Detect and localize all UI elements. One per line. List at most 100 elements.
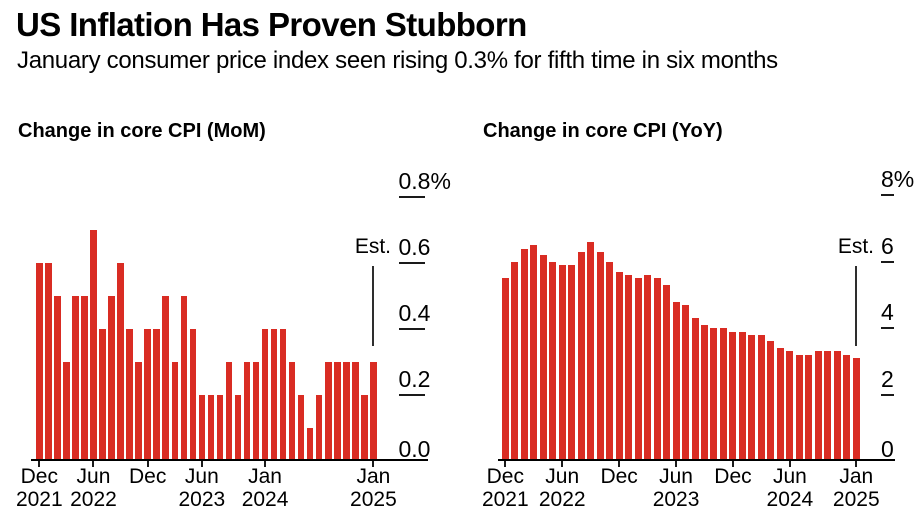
bar-nov-2024 xyxy=(352,362,359,461)
bar-jun-2022 xyxy=(558,265,566,461)
bar-jan-2025 xyxy=(370,362,377,461)
bar-apr-2024 xyxy=(288,362,296,461)
bar-dec-2023 xyxy=(729,331,737,461)
y-tick xyxy=(398,328,425,330)
page-title: US Inflation Has Proven Stubborn xyxy=(16,6,527,43)
y-tick-label: 0.8% xyxy=(398,168,451,194)
bar-feb-2022 xyxy=(520,248,528,461)
x-tick xyxy=(372,461,375,467)
bar-sep-2023 xyxy=(225,362,233,461)
bar-dec-2022 xyxy=(144,329,151,461)
bar-may-2022 xyxy=(81,296,88,461)
bar-jun-2024 xyxy=(786,351,794,461)
bar-oct-2024 xyxy=(824,351,832,461)
y-tick-label: 4 xyxy=(881,299,894,326)
x-tick xyxy=(38,461,41,467)
chart-title-mom: Change in core CPI (MoM) xyxy=(18,120,266,142)
bar-may-2023 xyxy=(663,285,671,461)
bar-nov-2023 xyxy=(243,362,251,461)
bar-jan-2022 xyxy=(45,263,52,461)
x-tick xyxy=(504,461,507,467)
bar-aug-2023 xyxy=(691,318,699,461)
x-tick xyxy=(146,461,149,467)
y-tick xyxy=(881,327,894,330)
bar-jul-2024 xyxy=(315,395,323,461)
y-tick-label: 0.6 xyxy=(398,234,431,260)
chart-title-yoy: Change in core CPI (YoY) xyxy=(483,120,723,142)
bar-feb-2022 xyxy=(54,296,61,461)
x-tick-label: Jun 2022 xyxy=(538,465,586,511)
x-axis-line xyxy=(31,458,428,461)
bar-may-2023 xyxy=(189,329,197,461)
bar-jan-2023 xyxy=(153,329,160,461)
bar-nov-2022 xyxy=(606,261,614,461)
x-tick-label: Dec xyxy=(128,465,167,488)
y-tick-label: 0.2 xyxy=(398,366,431,392)
bar-aug-2024 xyxy=(325,362,332,461)
bar-jul-2023 xyxy=(682,304,690,461)
bar-dec-2021 xyxy=(36,263,43,461)
y-tick xyxy=(398,394,425,396)
y-tick-label: 0.0 xyxy=(398,435,431,462)
bar-mar-2023 xyxy=(644,275,652,461)
x-tick-label: Jun 2023 xyxy=(178,465,226,511)
bar-dec-2022 xyxy=(615,271,623,461)
estimate-label: Est. xyxy=(354,235,391,258)
bar-jun-2023 xyxy=(672,301,680,461)
bar-oct-2024 xyxy=(343,362,350,461)
bar-oct-2023 xyxy=(234,395,242,461)
bar-apr-2022 xyxy=(72,296,79,461)
bar-nov-2022 xyxy=(135,362,142,461)
bar-dec-2023 xyxy=(252,362,260,461)
bar-oct-2023 xyxy=(710,328,718,461)
x-tick-label: Jan 2025 xyxy=(832,465,880,511)
x-tick-label: Jun 2023 xyxy=(652,465,700,511)
x-tick xyxy=(264,461,267,467)
x-tick xyxy=(675,461,678,467)
bar-jan-2024 xyxy=(738,331,746,461)
bar-sep-2023 xyxy=(701,324,708,461)
bar-sep-2024 xyxy=(814,351,822,461)
y-tick xyxy=(881,260,894,263)
bar-apr-2024 xyxy=(767,341,775,461)
x-tick-label: Jan 2024 xyxy=(241,465,289,511)
x-tick-label: Dec 2021 xyxy=(481,465,529,511)
y-tick xyxy=(881,393,894,396)
y-tick-label: 6 xyxy=(881,232,894,259)
x-tick-label: Dec xyxy=(714,465,752,488)
bar-jun-2022 xyxy=(90,230,97,461)
x-tick xyxy=(788,461,791,467)
bar-feb-2023 xyxy=(162,296,169,461)
x-tick-label: Jun 2022 xyxy=(70,465,117,511)
bar-feb-2024 xyxy=(270,329,278,461)
bar-apr-2022 xyxy=(539,255,547,461)
y-tick-label: 0.4 xyxy=(398,300,431,326)
bar-may-2024 xyxy=(297,395,305,461)
x-tick-label: Jan 2025 xyxy=(350,465,397,511)
bar-jun-2023 xyxy=(198,395,206,461)
estimate-marker-line xyxy=(855,266,857,346)
bar-apr-2023 xyxy=(653,278,661,461)
y-tick xyxy=(881,194,894,197)
bar-jul-2022 xyxy=(99,329,106,461)
y-tick xyxy=(398,196,425,198)
bar-feb-2024 xyxy=(748,334,756,461)
bar-jul-2022 xyxy=(568,265,576,461)
bar-dec-2021 xyxy=(501,278,509,461)
bar-oct-2022 xyxy=(596,251,604,461)
x-tick xyxy=(92,461,95,467)
bar-jun-2024 xyxy=(306,428,314,461)
bar-sep-2022 xyxy=(587,241,595,461)
x-tick-label: Jun 2024 xyxy=(766,465,814,511)
bar-may-2024 xyxy=(776,348,784,461)
x-tick xyxy=(618,461,621,467)
bar-aug-2022 xyxy=(577,251,585,461)
bar-jul-2024 xyxy=(795,354,803,461)
page-subtitle: January consumer price index seen rising… xyxy=(17,47,778,74)
bar-sep-2022 xyxy=(117,263,124,461)
x-tick xyxy=(200,461,203,467)
estimate-marker-line xyxy=(372,266,375,346)
bar-jan-2023 xyxy=(625,275,633,461)
